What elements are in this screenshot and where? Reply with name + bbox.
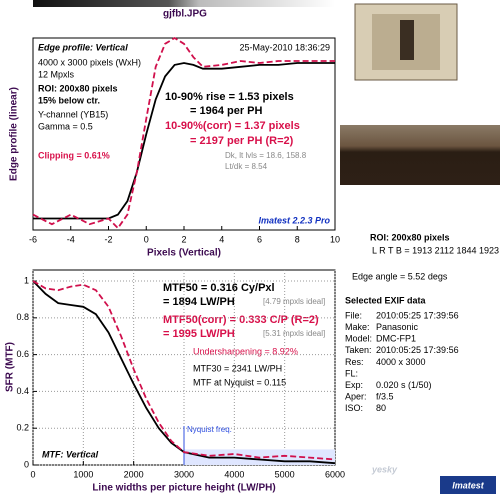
rise-corr: = 2197 per PH (R=2) [190, 135, 294, 147]
x-tick-label: 5000 [275, 469, 295, 479]
info: Y-channel (YB15) [38, 109, 108, 119]
exif-label: Make: [345, 322, 370, 332]
exif-value: f/3.5 [376, 392, 394, 402]
exif-list: File: 2010:05:25 17:39:56 Make: Panasonic Mo… [345, 310, 459, 413]
levels: Lt/dk = 8.54 [225, 162, 268, 171]
x-tick-label: 1000 [73, 469, 93, 479]
exif-label: FL: [345, 368, 358, 378]
mtf50-corr: = 1995 LW/PH [163, 328, 235, 340]
mtf50: MTF50 = 0.316 Cy/Pxl [163, 282, 275, 294]
roi-crop [340, 125, 500, 185]
exif-value: 2010:05:25 17:39:56 [376, 310, 459, 320]
series-line [32, 36, 335, 230]
x-axis-label: Pixels (Vertical) [147, 248, 221, 259]
ideal: [5.31 mpxls ideal] [263, 329, 325, 338]
exif-label: Res: [345, 357, 364, 367]
logo: Imatest [452, 480, 485, 490]
rise: = 1964 per PH [190, 105, 263, 117]
mtf50-corr: MTF50(corr) = 0.333 C/P (R=2) [163, 314, 319, 326]
exif-value: 2010:05:25 17:39:56 [376, 345, 459, 355]
exif-label: File: [345, 310, 362, 320]
chart-title: MTF: Vertical [42, 449, 99, 459]
series-line [32, 280, 336, 461]
x-tick-label: 4 [219, 234, 224, 244]
y-tick-label: 0.4 [16, 386, 29, 396]
exif-value: Panasonic [376, 322, 419, 332]
exif-label: Aper: [345, 392, 367, 402]
x-tick-label: 6 [257, 234, 262, 244]
nyquist-label: Nyquist freq. [187, 425, 232, 434]
info: Gamma = 0.5 [38, 121, 93, 131]
y-tick-label: 0.6 [16, 349, 29, 359]
info: ROI: 200x80 pixels [38, 83, 118, 93]
x-tick-label: -4 [67, 234, 75, 244]
y-axis-label: Edge profile (linear) [9, 87, 20, 181]
x-tick-label: 0 [30, 469, 35, 479]
x-tick-label: 10 [330, 234, 340, 244]
info: 12 Mpxls [38, 69, 75, 79]
y-tick-label: 0.8 [16, 312, 29, 322]
edge-angle: Edge angle = 5.52 degs [352, 271, 448, 281]
y-tick-label: 0.2 [16, 423, 29, 433]
info: 15% below ctr. [38, 95, 100, 105]
version: Imatest 2.2.3 Pro [258, 215, 330, 225]
x-tick-label: 2 [181, 234, 186, 244]
undersharpening: Undersharpening = 8.92% [193, 346, 298, 356]
y-tick-label: 1 [24, 275, 29, 285]
x-tick-label: 8 [295, 234, 300, 244]
date: 25-May-2010 18:36:29 [239, 42, 330, 52]
levels: Dk, lt lvls = 18.6, 158.8 [225, 151, 307, 160]
file-title: gjfbl.JPG [163, 9, 207, 20]
chart-title: Edge profile: Vertical [38, 42, 128, 52]
exif-value: DMC-FP1 [376, 334, 416, 344]
exif-value: 80 [376, 403, 386, 413]
x-tick-label: 6000 [325, 469, 345, 479]
roi: ROI: 200x80 pixels [370, 232, 450, 242]
rise: 10-90% rise = 1.53 pixels [165, 91, 294, 103]
logo-box [440, 476, 496, 494]
exif-value: 4000 x 3000 [376, 357, 426, 367]
mtf50: = 1894 LW/PH [163, 296, 235, 308]
watermark: yesky [371, 464, 398, 474]
info: 4000 x 3000 pixels (WxH) [38, 57, 141, 67]
y-axis-label: SFR (MTF) [5, 342, 16, 392]
roi-bounds: L R T B = 1913 2112 1844 1923 [372, 245, 499, 255]
x-tick-label: 2000 [124, 469, 144, 479]
ideal: [4.79 mpxls ideal] [263, 297, 325, 306]
mtf-nyquist: MTF at Nyquist = 0.115 [193, 377, 286, 387]
exif-label: Model: [345, 334, 372, 344]
exif-value: 0.020 s (1/50) [376, 380, 432, 390]
x-tick-label: 0 [144, 234, 149, 244]
series-line [32, 280, 336, 465]
y-tick-label: 0 [24, 459, 29, 469]
exif-label: Exp: [345, 380, 363, 390]
x-axis-label: Line widths per picture height (LW/PH) [92, 483, 275, 494]
exif-title: Selected EXIF data [345, 295, 427, 305]
exif-label: ISO: [345, 403, 363, 413]
x-tick-label: 4000 [224, 469, 244, 479]
x-tick-label: 3000 [174, 469, 194, 479]
clipping: Clipping = 0.61% [38, 150, 110, 160]
series-line [33, 62, 335, 220]
mtf30: MTF30 = 2341 LW/PH [193, 363, 282, 373]
thumbnail-pattern [400, 20, 414, 60]
exif-label: Taken: [345, 345, 372, 355]
rise-corr: 10-90%(corr) = 1.37 pixels [165, 120, 300, 132]
x-tick-label: -6 [29, 234, 37, 244]
edge-gradient [33, 0, 335, 7]
x-tick-label: -2 [104, 234, 112, 244]
